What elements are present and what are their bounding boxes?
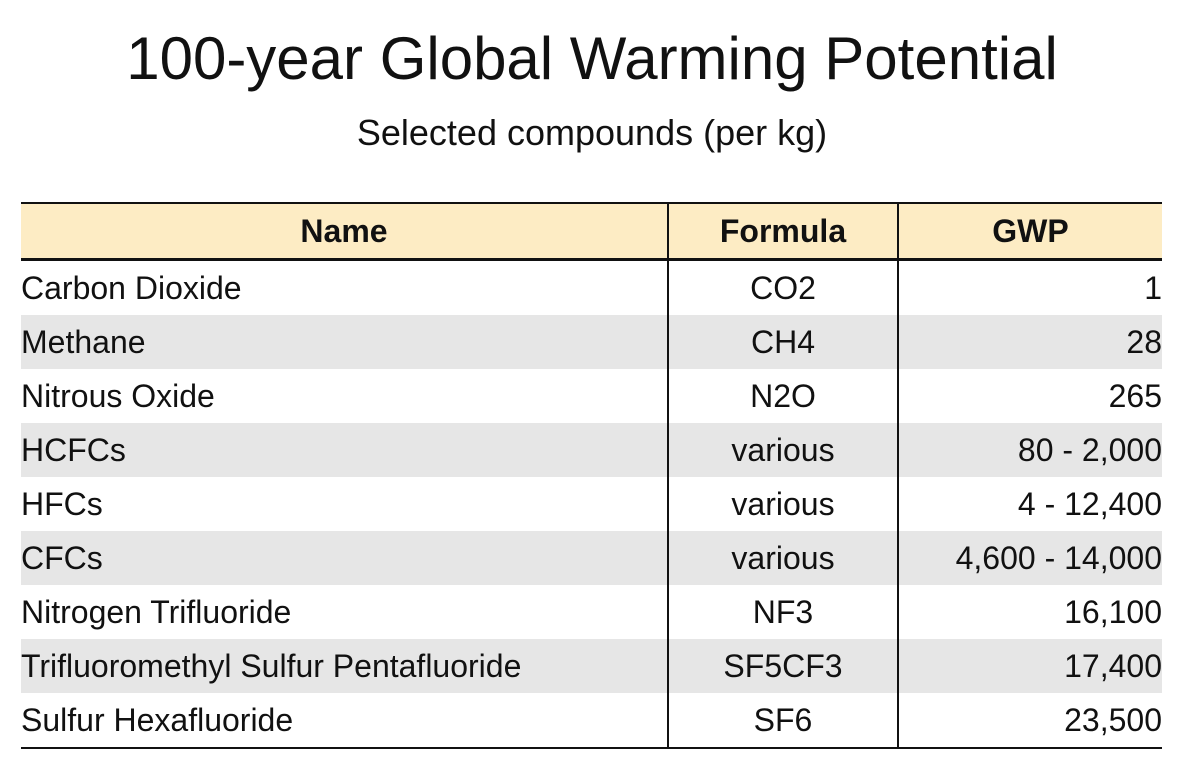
cell-name: Trifluoromethyl Sulfur Pentafluoride: [21, 647, 522, 684]
cell-formula: SF6: [667, 693, 898, 749]
cell-formula: various: [667, 531, 898, 585]
table-row: Nitrous Oxide N2O 265: [21, 369, 1162, 423]
cell-formula: various: [667, 423, 898, 477]
cell-gwp: 16,100: [897, 585, 1162, 639]
cell-formula: NF3: [667, 585, 898, 639]
table-row: CFCs various 4,600 - 14,000: [21, 531, 1162, 585]
table-row: Nitrogen Trifluoride NF3 16,100: [21, 585, 1162, 639]
table-row: Methane CH4 28: [21, 315, 1162, 369]
table-row: Trifluoromethyl Sulfur Pentafluoride SF5…: [21, 639, 1162, 693]
column-header-formula: Formula: [667, 202, 898, 261]
cell-gwp: 23,500: [897, 693, 1162, 749]
cell-formula: CH4: [667, 315, 898, 369]
table-subtitle: Selected compounds (per kg): [356, 112, 828, 153]
cell-gwp: 80 - 2,000: [897, 423, 1162, 477]
table-title: 100-year Global Warming Potential: [126, 25, 1058, 92]
cell-name: HCFCs: [21, 431, 126, 468]
cell-gwp: 1: [897, 259, 1162, 315]
cell-gwp: 4 - 12,400: [897, 477, 1162, 531]
table-row: Sulfur Hexafluoride SF6 23,500: [21, 693, 1162, 749]
cell-name: CFCs: [21, 539, 103, 576]
cell-formula: N2O: [667, 369, 898, 423]
cell-name: Nitrous Oxide: [21, 377, 215, 414]
cell-name: Methane: [21, 323, 146, 360]
table-header-row: Name Formula GWP: [21, 202, 1162, 261]
cell-formula: CO2: [667, 259, 898, 315]
cell-gwp: 265: [897, 369, 1162, 423]
gwp-table: Name Formula GWP Carbon Dioxide CO2 1 Me…: [21, 202, 1162, 749]
table-row: Carbon Dioxide CO2 1: [21, 259, 1162, 315]
cell-name: HFCs: [21, 485, 103, 522]
cell-gwp: 28: [897, 315, 1162, 369]
column-header-name: Name: [21, 202, 668, 261]
cell-name: Carbon Dioxide: [21, 269, 242, 306]
table-row: HCFCs various 80 - 2,000: [21, 423, 1162, 477]
cell-name: Nitrogen Trifluoride: [21, 593, 292, 630]
column-header-gwp: GWP: [897, 202, 1162, 261]
cell-formula: SF5CF3: [667, 639, 898, 693]
cell-formula: various: [667, 477, 898, 531]
cell-name: Sulfur Hexafluoride: [21, 693, 668, 749]
cell-gwp: 4,600 - 14,000: [897, 531, 1162, 585]
cell-gwp: 17,400: [897, 639, 1162, 693]
table-row: HFCs various 4 - 12,400: [21, 477, 1162, 531]
